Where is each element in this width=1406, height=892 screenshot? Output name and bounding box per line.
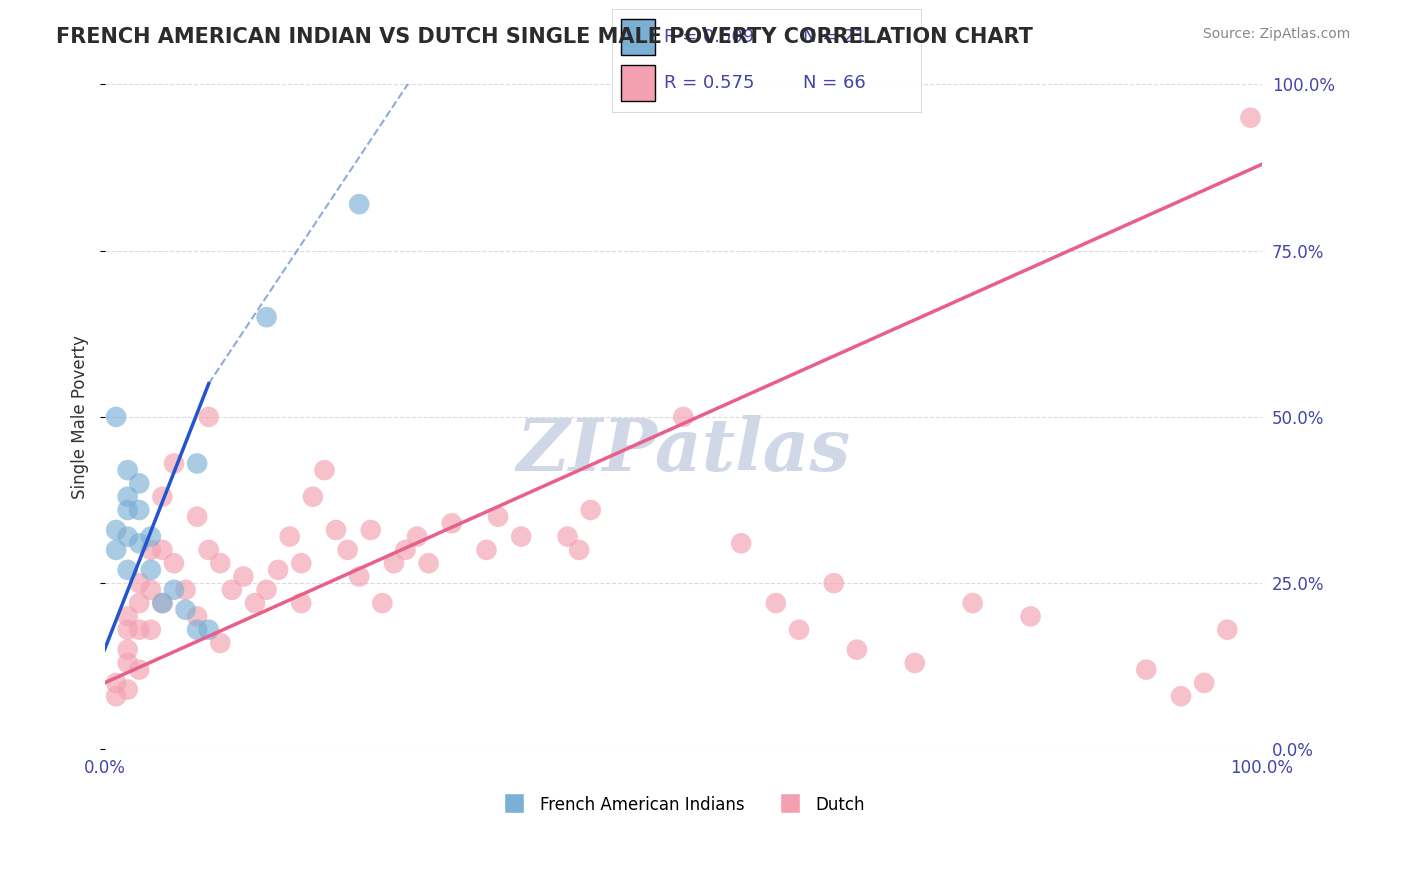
Point xyxy=(510,530,533,544)
Point xyxy=(105,409,128,424)
Point xyxy=(197,623,219,637)
Point xyxy=(290,556,312,570)
Point xyxy=(1192,676,1215,690)
Point xyxy=(267,563,290,577)
Text: N = 21: N = 21 xyxy=(803,28,866,45)
Point xyxy=(256,582,278,597)
Point xyxy=(394,542,416,557)
Point xyxy=(105,523,128,537)
Point xyxy=(105,689,128,703)
Point xyxy=(163,457,186,471)
Point xyxy=(128,663,150,677)
Point xyxy=(128,576,150,591)
Point xyxy=(105,676,128,690)
Point xyxy=(845,642,868,657)
Text: FRENCH AMERICAN INDIAN VS DUTCH SINGLE MALE POVERTY CORRELATION CHART: FRENCH AMERICAN INDIAN VS DUTCH SINGLE M… xyxy=(56,27,1033,46)
Point xyxy=(117,490,139,504)
Text: N = 66: N = 66 xyxy=(803,74,866,92)
Point xyxy=(152,490,174,504)
Point xyxy=(823,576,845,591)
Point xyxy=(347,569,370,583)
Point xyxy=(117,656,139,670)
Point xyxy=(117,463,139,477)
Point xyxy=(117,563,139,577)
Point xyxy=(360,523,382,537)
Point xyxy=(139,530,162,544)
Point xyxy=(579,503,602,517)
Point xyxy=(347,197,370,211)
FancyBboxPatch shape xyxy=(621,65,655,101)
Point xyxy=(105,542,128,557)
Point xyxy=(418,556,440,570)
Point xyxy=(152,542,174,557)
Point xyxy=(486,509,509,524)
Point xyxy=(128,536,150,550)
Point xyxy=(256,310,278,325)
Point xyxy=(730,536,752,550)
Point xyxy=(440,516,463,531)
Point xyxy=(1170,689,1192,703)
Point xyxy=(117,530,139,544)
Point xyxy=(117,642,139,657)
Point xyxy=(568,542,591,557)
Point xyxy=(406,530,429,544)
Point xyxy=(128,503,150,517)
Text: R = 0.575: R = 0.575 xyxy=(664,74,755,92)
Text: ZIPatlas: ZIPatlas xyxy=(516,415,851,485)
Point xyxy=(197,542,219,557)
Point xyxy=(152,596,174,610)
Point xyxy=(117,609,139,624)
Y-axis label: Single Male Poverty: Single Male Poverty xyxy=(72,335,89,499)
Point xyxy=(904,656,927,670)
Point xyxy=(139,623,162,637)
Point xyxy=(209,556,232,570)
Point xyxy=(243,596,266,610)
Point xyxy=(765,596,787,610)
Point xyxy=(1239,111,1261,125)
Point xyxy=(325,523,347,537)
Point xyxy=(290,596,312,610)
Point xyxy=(1135,663,1157,677)
Point xyxy=(128,476,150,491)
Point xyxy=(186,623,208,637)
Point xyxy=(186,457,208,471)
Legend: French American Indians, Dutch: French American Indians, Dutch xyxy=(495,789,872,821)
Point xyxy=(117,682,139,697)
Point xyxy=(186,509,208,524)
Point xyxy=(152,596,174,610)
Point xyxy=(139,563,162,577)
Point xyxy=(302,490,325,504)
Point xyxy=(314,463,336,477)
Point xyxy=(186,609,208,624)
Point xyxy=(371,596,394,610)
Point xyxy=(117,623,139,637)
Point xyxy=(382,556,405,570)
Point xyxy=(174,582,197,597)
Point xyxy=(672,409,695,424)
Point xyxy=(557,530,579,544)
Point xyxy=(475,542,498,557)
Point xyxy=(278,530,301,544)
Point xyxy=(117,503,139,517)
Point xyxy=(1216,623,1239,637)
Point xyxy=(174,603,197,617)
Point xyxy=(197,409,219,424)
Text: R = 0.509: R = 0.509 xyxy=(664,28,755,45)
Point xyxy=(209,636,232,650)
Text: Source: ZipAtlas.com: Source: ZipAtlas.com xyxy=(1202,27,1350,41)
Point xyxy=(962,596,984,610)
Point xyxy=(128,596,150,610)
Point xyxy=(163,556,186,570)
Point xyxy=(139,582,162,597)
Point xyxy=(139,542,162,557)
Point xyxy=(163,582,186,597)
Point xyxy=(787,623,810,637)
Point xyxy=(232,569,254,583)
Point xyxy=(1019,609,1042,624)
Point xyxy=(128,623,150,637)
Point xyxy=(221,582,243,597)
FancyBboxPatch shape xyxy=(621,19,655,55)
Point xyxy=(336,542,359,557)
